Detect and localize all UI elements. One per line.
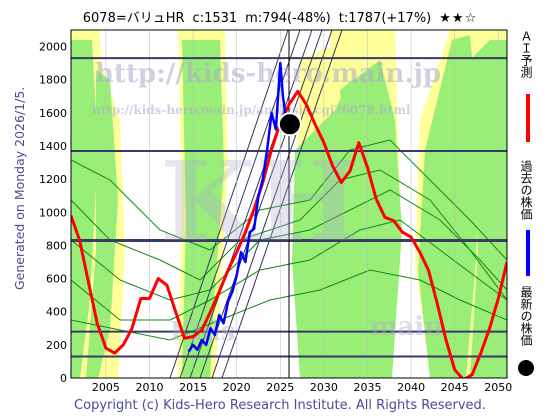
channel-line-1 <box>179 30 301 378</box>
ai-prediction-line <box>71 89 507 378</box>
target-value: t:1787(+17%) <box>338 11 432 26</box>
x-tick-2020: 2020 <box>223 381 251 394</box>
x-tick-2030: 2030 <box>310 381 338 394</box>
watermark-kh: KH <box>160 137 360 266</box>
y-tick-0: 0 <box>60 372 67 385</box>
y-tick-1400: 1400 <box>39 140 67 153</box>
legend-ai-swatch <box>526 94 530 142</box>
y-tick-2000: 2000 <box>39 41 67 54</box>
legend-ai-label: ＡＩ予測 <box>519 30 533 78</box>
past-price-line <box>187 61 290 353</box>
y-tick-1600: 1600 <box>39 107 67 120</box>
y-tick-600: 600 <box>46 273 67 286</box>
x-tick-2005: 2005 <box>92 381 120 394</box>
channel-line-5 <box>169 30 289 378</box>
legend-latest-price: 最新の株価 <box>518 286 538 376</box>
watermark-url-2: http://kids-hero.main.jp/analysis.cgi?60… <box>92 103 411 117</box>
watermark-url: http://kids-hero.main.jp <box>95 59 441 89</box>
x-tick-2015: 2015 <box>179 381 207 394</box>
x-tick-2035: 2035 <box>353 381 381 394</box>
min-value: m:794(-48%) <box>245 11 331 26</box>
rating-stars: ★★☆ <box>439 11 478 26</box>
channel-line-3 <box>199 30 323 378</box>
x-tick-2050: 2050 <box>484 381 512 394</box>
watermark-main: main <box>370 312 443 342</box>
ticker-label: 6078=バリュHR <box>82 11 185 26</box>
legend-past-price: 過去の株価 <box>518 160 538 276</box>
chart-header: 6078=バリュHR c:1531 m:794(-48%) t:1787(+17%) ★… <box>0 7 560 26</box>
legend-latest-dot <box>518 360 534 376</box>
close-value: c:1531 <box>192 11 238 26</box>
band-green-1 <box>71 40 98 378</box>
trend-line-3 <box>71 219 507 321</box>
y-tick-1000: 1000 <box>39 206 67 219</box>
legend-latest-label: 最新の株価 <box>519 286 533 346</box>
latest-price-marker <box>277 112 302 137</box>
y-tick-1200: 1200 <box>39 173 67 186</box>
y-tick-200: 200 <box>46 339 67 352</box>
copyright-text: Copyright (c) Kids-Hero Research Institu… <box>74 398 486 413</box>
x-tick-2010: 2010 <box>135 381 163 394</box>
channel-line-6 <box>221 30 343 378</box>
y-tick-1800: 1800 <box>39 74 67 87</box>
trend-line-5 <box>71 269 507 341</box>
plot-frame <box>70 29 508 379</box>
legend-past-label: 過去の株価 <box>519 160 533 220</box>
legend-ai-prediction: ＡＩ予測 <box>518 30 538 142</box>
trend-line-1 <box>71 169 507 301</box>
y-tick-400: 400 <box>46 306 67 319</box>
y-tick-800: 800 <box>46 239 67 252</box>
legend-past-swatch <box>526 230 530 276</box>
trend-line-4 <box>71 139 507 261</box>
band-green-4 <box>292 80 360 378</box>
x-tick-2045: 2045 <box>441 381 469 394</box>
channel-line-4 <box>211 30 333 378</box>
x-tick-2040: 2040 <box>397 381 425 394</box>
x-tick-2025: 2025 <box>266 381 294 394</box>
channel-line-2 <box>189 30 313 378</box>
band-green-3 <box>182 40 224 378</box>
band-green-5 <box>340 60 402 378</box>
band-green-2 <box>86 70 118 378</box>
